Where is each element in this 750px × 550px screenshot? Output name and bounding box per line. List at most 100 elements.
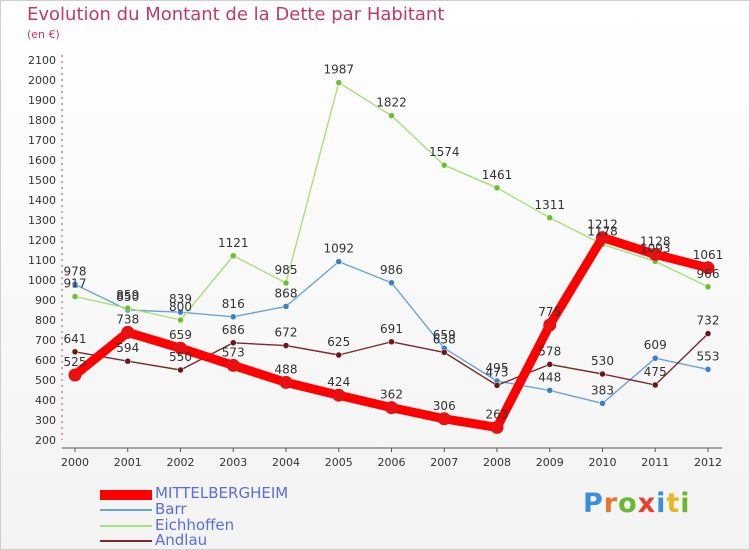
y-tick-label: 1100 [28,254,56,267]
x-tick-label: 2012 [694,456,722,469]
legend-label: MITTELBERGHEIM [155,484,289,502]
data-point [441,349,448,356]
data-point [177,316,184,324]
logo-letter: x [637,488,657,519]
data-point [596,231,609,245]
x-tick-label: 2008 [483,456,511,469]
data-point [230,252,237,260]
data-point [226,358,240,372]
data-point [546,214,553,222]
data-point [282,303,290,310]
data-point [648,247,662,261]
data-label: 816 [222,297,245,311]
y-tick-label: 1700 [28,134,56,147]
x-tick-label: 2003 [219,456,247,469]
data-label: 263 [486,407,509,421]
data-point [230,313,237,321]
data-point [441,161,448,169]
x-tick-label: 2011 [641,456,669,469]
data-label: 850 [116,290,139,304]
value-labels: 978 850 839 816 868 1092 986 659 495 448 383 609 553… [64,63,724,422]
y-tick-label: 1900 [28,94,56,107]
axes: 200 300 400 500 600 700 800 900 1000 1100 1200 1300… [28,54,722,469]
data-label: 475 [644,365,667,379]
data-point [599,370,606,378]
data-label: 383 [591,383,614,397]
x-tick-label: 2009 [536,456,564,469]
data-point [490,420,504,434]
data-label: 424 [327,375,350,389]
logo-letter: r [603,488,619,519]
data-label: 839 [169,292,192,306]
data-label: 659 [433,328,456,342]
data-point [546,361,553,368]
y-tick-label: 500 [35,374,56,387]
legend-swatch [100,540,152,542]
data-label: 659 [169,328,192,342]
data-label: 550 [169,350,192,364]
data-point [335,79,342,86]
x-tick-label: 2005 [325,456,353,469]
x-tick-label: 2002 [167,456,195,469]
data-point [68,368,82,382]
data-point [71,348,79,356]
chart-subtitle: (en €) [27,28,60,41]
legend-swatch [100,490,152,500]
data-label: 1178 [587,224,618,238]
data-point [174,341,187,355]
y-tick-label: 1200 [28,234,56,247]
legend-swatch [100,525,152,527]
data-point [124,304,131,312]
data-point [701,261,715,275]
data-label: 473 [486,365,509,379]
data-point [385,401,398,415]
x-tick-label: 2004 [272,456,300,469]
data-point [546,387,553,394]
data-point [388,112,395,119]
data-label: 573 [222,345,245,359]
data-point [282,279,290,287]
data-point [332,388,346,402]
data-label: 732 [697,314,720,328]
data-point [177,308,184,316]
data-point [704,283,712,291]
y-tick-label: 2100 [28,54,56,67]
data-label: 495 [486,361,509,375]
data-label: 1092 [323,242,354,256]
chart-title: Evolution du Montant de la Dette par Hab… [27,4,445,25]
data-label: 594 [116,341,139,355]
data-label: 672 [275,326,298,340]
y-tick-label: 200 [35,434,56,447]
data-label: 966 [697,267,720,281]
data-label: 1987 [323,63,354,77]
y-tick-label: 900 [35,294,56,307]
data-label: 738 [116,312,139,326]
data-label: 525 [64,355,87,369]
logo-letter: o [618,488,638,519]
y-tick-label: 2000 [28,74,56,87]
x-tick-label: 2000 [61,456,89,469]
data-label: 448 [538,370,561,384]
data-point [652,354,659,362]
logo-letter: i [656,488,667,519]
data-point [124,357,131,365]
data-label: 868 [275,286,298,300]
y-tick-label: 300 [35,414,56,427]
data-point [543,318,557,332]
legend-swatch [100,509,152,511]
logo-letter: P [583,488,604,519]
data-label: 917 [64,277,87,291]
data-point [599,400,606,407]
data-label: 978 [64,264,87,278]
data-label: 625 [327,335,350,349]
y-tick-label: 1800 [28,114,56,127]
data-point [71,293,79,300]
data-label: 488 [275,362,298,376]
y-tick-label: 1600 [28,154,56,167]
data-point [282,342,290,349]
y-tick-label: 1000 [28,274,56,287]
data-label: 775 [538,305,561,319]
data-point [230,339,237,347]
data-point [388,279,395,287]
